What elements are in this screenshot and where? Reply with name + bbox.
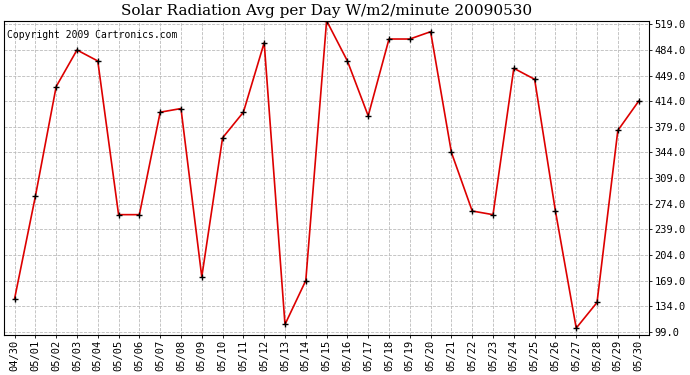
Text: Copyright 2009 Cartronics.com: Copyright 2009 Cartronics.com — [8, 30, 178, 40]
Title: Solar Radiation Avg per Day W/m2/minute 20090530: Solar Radiation Avg per Day W/m2/minute … — [121, 4, 532, 18]
